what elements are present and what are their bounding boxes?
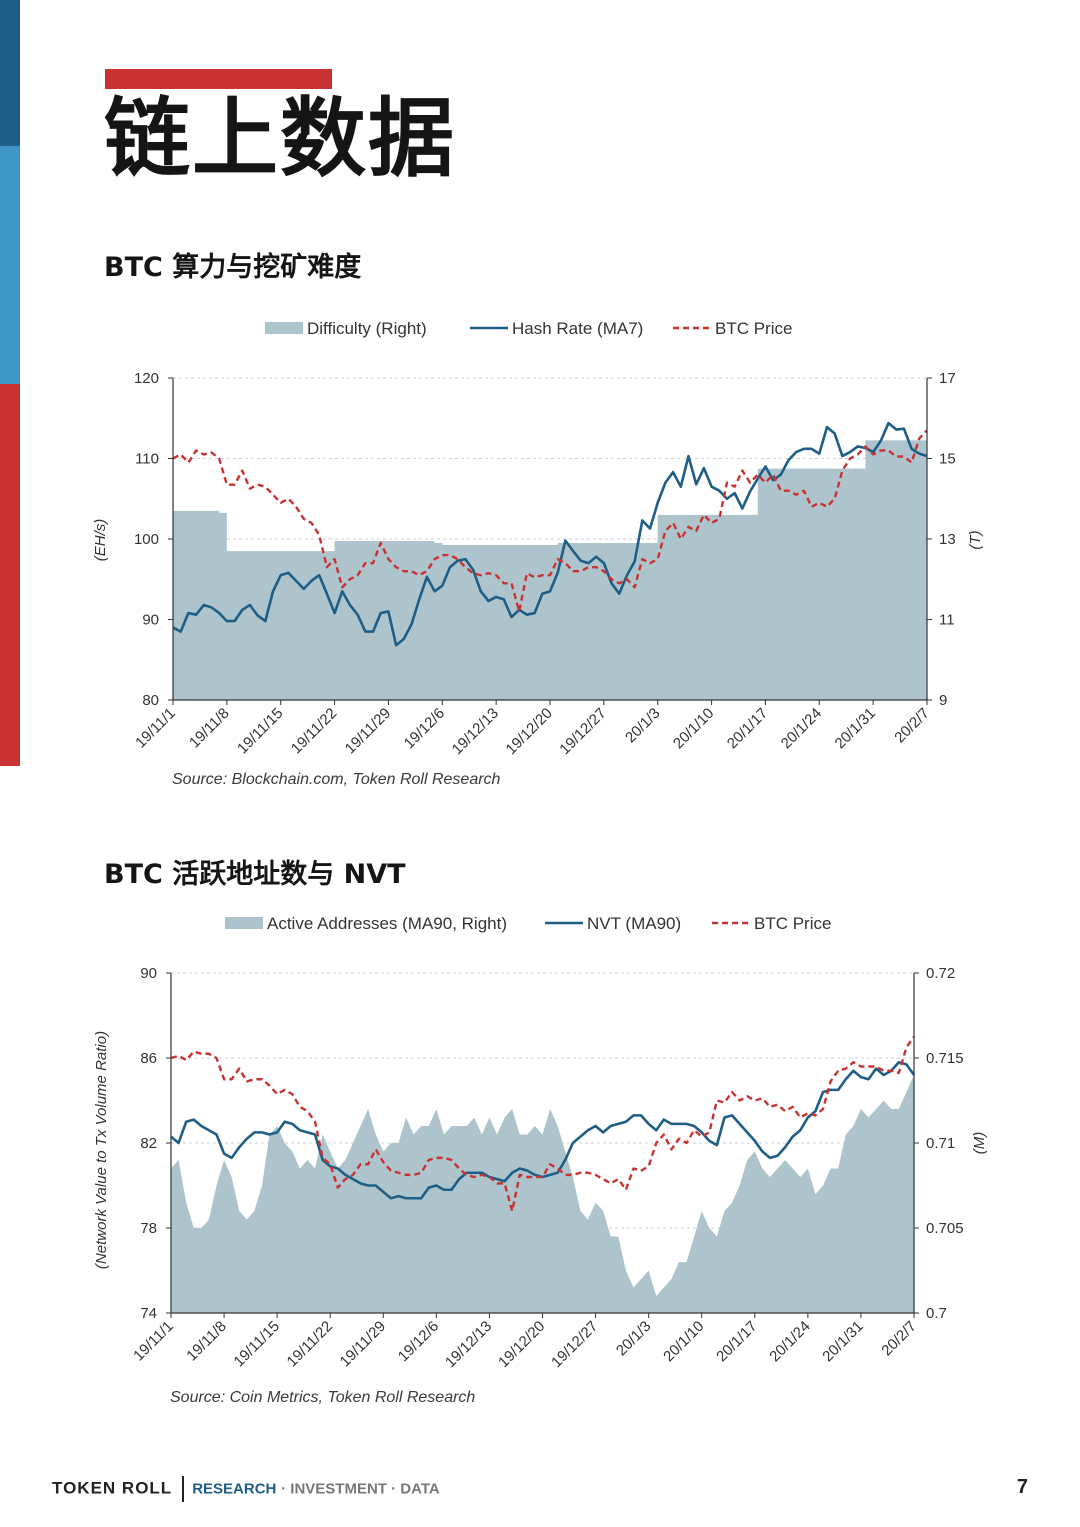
tick-label-left: 90 <box>140 965 157 982</box>
chart-hashrate: 80 90 100 110 120 9 11 13 15 17 19/11/1 19/11/8 19/1… <box>0 300 1080 770</box>
footer-tag-research: RESEARCH <box>192 1480 277 1498</box>
tick-label-right: 0.715 <box>926 1050 964 1067</box>
series-active-addresses-area <box>171 1075 914 1313</box>
tick-label-x: 20/1/17 <box>713 1318 760 1365</box>
tick-label-x: 19/12/6 <box>401 705 448 752</box>
tick-label-right: 0.72 <box>926 965 955 982</box>
series-hash-rate-line <box>172 421 928 647</box>
tick-label-left: 110 <box>135 451 159 468</box>
tick-label-right: 15 <box>939 451 956 468</box>
series-btc-price-line <box>172 429 928 613</box>
tick-label-x: 19/11/22 <box>284 1318 337 1371</box>
tick-label-x: 19/12/27 <box>556 705 609 758</box>
legend-swatch-area <box>225 917 263 929</box>
section-title-nvt: BTC 活跃地址数与 NVT <box>104 859 406 890</box>
footer-brand: TOKEN ROLL <box>52 1478 173 1498</box>
tick-label-x: 19/11/15 <box>230 1318 283 1371</box>
tick-label-left: 74 <box>140 1305 157 1322</box>
tick-label-x: 19/11/22 <box>288 705 341 758</box>
tick-label-x: 20/1/24 <box>766 1318 813 1365</box>
accent-bar-dark <box>0 0 20 146</box>
tick-label-left: 82 <box>140 1135 157 1152</box>
footer-separator <box>182 1476 185 1502</box>
tick-label-x: 19/12/20 <box>495 1318 548 1371</box>
tick-label-right: 0.7 <box>926 1305 947 1322</box>
tick-label-x: 20/1/3 <box>613 1318 655 1360</box>
tick-label-left: 100 <box>134 531 159 548</box>
legend-label: Hash Rate (MA7) <box>512 319 643 338</box>
tick-label-x: 19/12/27 <box>548 1318 601 1371</box>
tick-label-left: 78 <box>140 1220 157 1237</box>
page-title: 链上数据 <box>104 89 456 189</box>
accent-bar-blue <box>0 146 20 384</box>
tick-label-x: 19/11/1 <box>132 705 179 752</box>
tick-label-x: 20/1/3 <box>622 705 664 747</box>
source-nvt: Source: Coin Metrics, Token Roll Researc… <box>170 1389 476 1406</box>
title-rule <box>105 69 332 89</box>
tick-label-right: 9 <box>939 692 947 709</box>
legend-label: BTC Price <box>715 319 792 338</box>
tick-label-x: 19/12/20 <box>503 705 556 758</box>
legend-label: Difficulty (Right) <box>307 319 427 338</box>
tick-label-left: 120 <box>134 370 159 387</box>
tick-label-x: 20/2/7 <box>891 705 933 747</box>
tick-label-x: 20/1/10 <box>660 1318 707 1365</box>
chart-nvt: 74 78 82 86 90 0.7 0.705 0.71 0.715 0.72 19/11/1 19… <box>0 900 1080 1385</box>
tick-label-right: 13 <box>939 531 956 548</box>
axis-title-right: (T) <box>967 530 984 549</box>
series-difficulty-area <box>173 440 927 700</box>
tick-label-left: 80 <box>142 692 159 709</box>
axis-title-left: (Network Value to Tx Volume Ratio) <box>93 1031 110 1269</box>
tick-label-x: 19/12/13 <box>449 705 502 758</box>
tick-label-x: 19/11/29 <box>342 705 395 758</box>
legend-label: BTC Price <box>754 914 831 933</box>
footer: TOKEN ROLL RESEARCH · INVESTMENT · DATA <box>52 1476 440 1502</box>
axis-title-left: (EH/s) <box>92 519 109 562</box>
series-nvt-line <box>170 1060 916 1200</box>
tick-label-right: 17 <box>939 370 956 387</box>
footer-tag-rest: · INVESTMENT · DATA <box>281 1480 440 1498</box>
legend-label: NVT (MA90) <box>587 914 681 933</box>
tick-label-x: 19/11/8 <box>186 705 233 752</box>
tick-label-x: 19/11/8 <box>183 1318 230 1365</box>
tick-label-x: 20/2/7 <box>878 1318 920 1360</box>
tick-label-x: 19/11/1 <box>130 1318 177 1365</box>
tick-label-x: 19/11/15 <box>234 705 287 758</box>
tick-label-x: 20/1/10 <box>670 705 717 752</box>
accent-bar-red <box>0 384 20 766</box>
legend-swatch-area <box>265 322 303 334</box>
tick-label-x: 20/1/31 <box>832 705 879 752</box>
tick-label-right: 0.705 <box>926 1220 964 1237</box>
tick-label-right: 11 <box>939 612 955 629</box>
tick-label-left: 86 <box>140 1050 157 1067</box>
source-hashrate: Source: Blockchain.com, Token Roll Resea… <box>172 771 501 788</box>
series-btc-price-line <box>170 1036 915 1213</box>
page-number: 7 <box>1016 1476 1028 1498</box>
tick-label-x: 20/1/24 <box>778 705 825 752</box>
legend-label: Active Addresses (MA90, Right) <box>267 914 507 933</box>
axis-title-right: (M) <box>971 1132 988 1155</box>
tick-label-x: 20/1/17 <box>724 705 771 752</box>
tick-label-right: 0.71 <box>926 1135 955 1152</box>
tick-label-left: 90 <box>142 612 159 629</box>
tick-label-x: 20/1/31 <box>819 1318 866 1365</box>
section-title-hashrate: BTC 算力与挖矿难度 <box>104 252 362 283</box>
tick-label-x: 19/12/6 <box>395 1318 442 1365</box>
tick-label-x: 19/12/13 <box>442 1318 495 1371</box>
tick-label-x: 19/11/29 <box>337 1318 390 1371</box>
